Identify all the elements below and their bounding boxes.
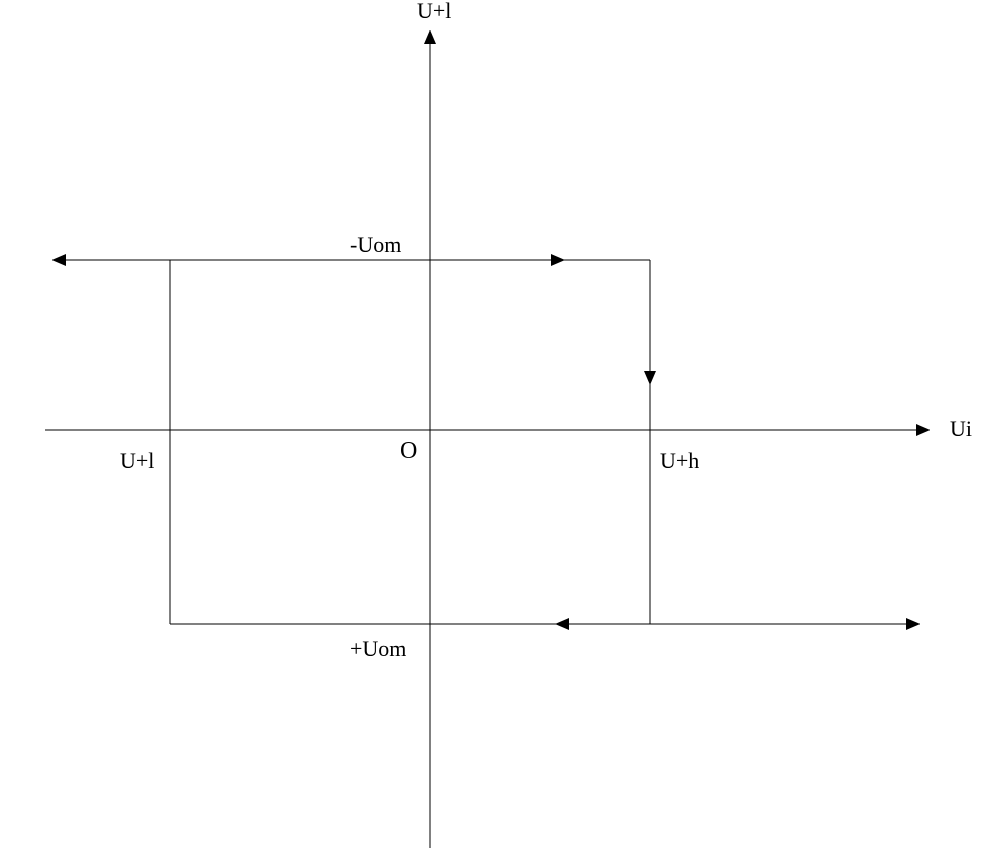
origin-label: O [400,438,417,464]
pos-uom-label: +Uom [350,636,406,661]
hysteresis-diagram: O U+l Ui -Uom +Uom U+l U+h [0,0,1000,859]
neg-uom-label: -Uom [350,232,401,257]
x-axis-label: Ui [950,416,972,441]
u-plus-h-label: U+h [660,448,699,473]
u-plus-l-axis-label: U+l [120,448,154,473]
y-axis-label: U+l [417,0,451,23]
